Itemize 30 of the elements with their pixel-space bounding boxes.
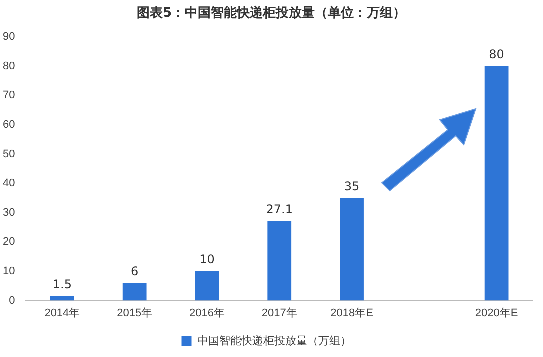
data-label: 6 xyxy=(131,264,139,278)
bar xyxy=(195,271,220,301)
y-tick-label: 0 xyxy=(9,294,16,307)
y-tick-label: 40 xyxy=(2,178,16,190)
y-tick-label: 20 xyxy=(2,236,16,248)
data-label: 27.1 xyxy=(266,202,293,216)
y-tick-label: 90 xyxy=(2,31,16,44)
y-tick-label: 60 xyxy=(2,118,16,131)
legend-label: 中国智能快递柜投放量（万组） xyxy=(197,334,352,348)
bar xyxy=(340,198,364,301)
y-tick-label: 80 xyxy=(2,60,16,72)
x-tick-label: 2014年 xyxy=(44,307,80,320)
x-tick-label: 2018年E xyxy=(330,307,374,320)
data-label: 35 xyxy=(344,179,360,194)
x-tick-label: 2020年E xyxy=(475,307,518,320)
chart-title: 图表5：中国智能快递柜投放量（单位：万组） xyxy=(136,4,408,22)
bar xyxy=(268,221,292,301)
x-tick-label: 2015年 xyxy=(117,307,153,320)
y-tick-label: 30 xyxy=(2,206,16,219)
x-tick-label: 2017年 xyxy=(262,307,298,320)
data-label: 1.5 xyxy=(52,278,72,292)
x-tick-label: 2016年 xyxy=(189,307,225,320)
data-label: 80 xyxy=(489,47,504,62)
data-label: 10 xyxy=(200,252,215,267)
y-tick-label: 70 xyxy=(2,90,16,102)
y-tick-label: 50 xyxy=(2,148,16,160)
bar xyxy=(50,296,74,301)
bar xyxy=(484,66,509,301)
y-tick-label: 10 xyxy=(2,266,16,278)
bar xyxy=(122,283,147,301)
